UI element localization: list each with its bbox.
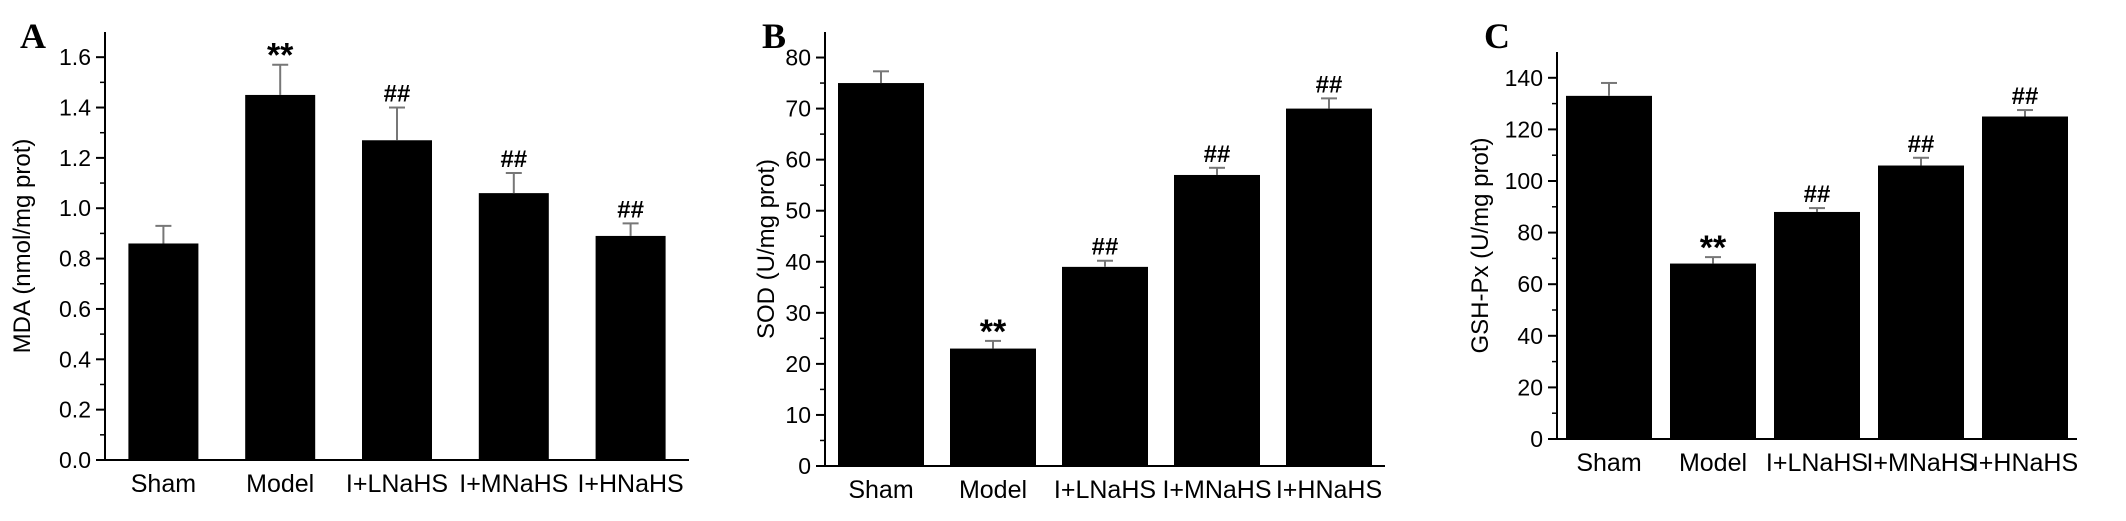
y-tick-label: 70 [785,96,811,122]
significance-hash: ## [617,196,644,223]
chart-c-svg: C 0 20 40 60 80 100 120 140 GSH-Px (U/mg prot) Sha… [1467,16,2078,477]
chart-b-svg: B 0 10 20 30 40 50 60 70 80 SOD (U/mg prot) Sham ** M… [753,16,1385,504]
y-tick-label: 50 [785,198,811,224]
chart-a-svg: A 0.0 0.2 0.4 0.6 0.8 1.0 1.2 1.4 1.6 MDA (nmol/mg… [9,16,689,498]
y-tick-label: 120 [1505,116,1543,142]
y-tick-label: 80 [785,45,811,71]
panel-letter-a: A [20,16,46,56]
significance-hash: ## [384,81,411,108]
y-axis-title: GSH-Px (U/mg prot) [1467,137,1494,353]
y-tick-label: 0.0 [59,447,91,473]
chart-panel-b: B 0 10 20 30 40 50 60 70 80 SOD (U/mg prot) Sham ** M… [740,0,1420,521]
y-tick-label: 0.8 [59,246,91,272]
chart-panel-a: A 0.0 0.2 0.4 0.6 0.8 1.0 1.2 1.4 1.6 MDA (nmol/mg… [0,0,720,521]
significance-hash: ## [1316,71,1343,98]
significance-hash: ## [1204,141,1231,168]
significance-hash: ## [1092,234,1119,261]
significance-hash: ## [1908,131,1935,158]
x-category-label: I+MNaHS [459,470,568,498]
significance-stars: ** [267,37,294,75]
bar-sham [128,243,199,460]
y-tick-label: 80 [1517,220,1543,246]
x-category-label: I+HNaHS [577,470,683,498]
significance-stars: ** [980,313,1007,351]
y-axis-title: MDA (nmol/mg prot) [9,139,36,354]
x-category-label: I+HNaHS [1276,476,1382,504]
x-category-label: Sham [848,476,913,504]
x-category-label: I+LNaHS [346,470,448,498]
y-tick-label: 60 [785,147,811,173]
y-tick-label: 20 [1517,374,1543,400]
bar-i-hnahs [1982,116,2068,439]
bar-sham [1566,95,1652,440]
y-tick-label: 20 [785,351,811,377]
y-tick-label: 140 [1505,65,1543,91]
bar-i-mnahs [1174,174,1260,466]
y-tick-label: 1.2 [59,145,91,171]
x-category-label: Model [246,470,314,498]
significance-hash: ## [500,146,527,173]
bar-model [1670,263,1756,439]
y-tick-label: 0 [1530,426,1543,452]
bar-i-hnahs [595,235,666,460]
bar-i-lnahs [1062,266,1148,466]
x-category-label: Sham [1576,449,1641,477]
y-tick-label: 0.2 [59,397,91,423]
significance-stars: ** [1700,229,1727,267]
y-tick-label: 40 [785,249,811,275]
significance-hash: ## [2012,83,2039,110]
bar-i-lnahs [362,140,432,460]
y-tick-label: 0.4 [59,346,91,372]
y-axis-title: SOD (U/mg prot) [753,159,780,339]
y-tick-label: 40 [1517,323,1543,349]
x-category-label: I+MNaHS [1162,476,1271,504]
y-tick-label: 1.6 [59,44,91,70]
x-category-label: Model [959,476,1027,504]
y-tick-label: 0.6 [59,296,91,322]
bar-i-mnahs [478,193,549,461]
panel-letter-c: C [1484,16,1510,56]
x-category-label: I+HNaHS [1972,449,2078,477]
x-category-label: I+LNaHS [1054,476,1156,504]
bar-i-hnahs [1286,108,1372,467]
y-tick-label: 100 [1505,168,1543,194]
x-category-label: I+MNaHS [1866,449,1975,477]
bar-sham [838,83,924,466]
panel-letter-b: B [762,16,786,56]
y-tick-label: 0 [798,453,811,479]
y-tick-label: 10 [785,402,811,428]
y-tick-label: 30 [785,300,811,326]
bar-model [950,348,1036,466]
bar-i-mnahs [1878,165,1964,439]
x-category-label: I+LNaHS [1766,449,1868,477]
y-tick-label: 60 [1517,271,1543,297]
y-tick-label: 1.4 [59,95,91,121]
bar-model [245,94,316,461]
x-category-label: Sham [131,470,196,498]
chart-panel-c: C 0 20 40 60 80 100 120 140 GSH-Px (U/mg prot) Sha… [1462,0,2126,521]
bar-i-lnahs [1774,211,1860,439]
y-tick-label: 1.0 [59,195,91,221]
significance-hash: ## [1804,181,1831,208]
x-category-label: Model [1679,449,1747,477]
